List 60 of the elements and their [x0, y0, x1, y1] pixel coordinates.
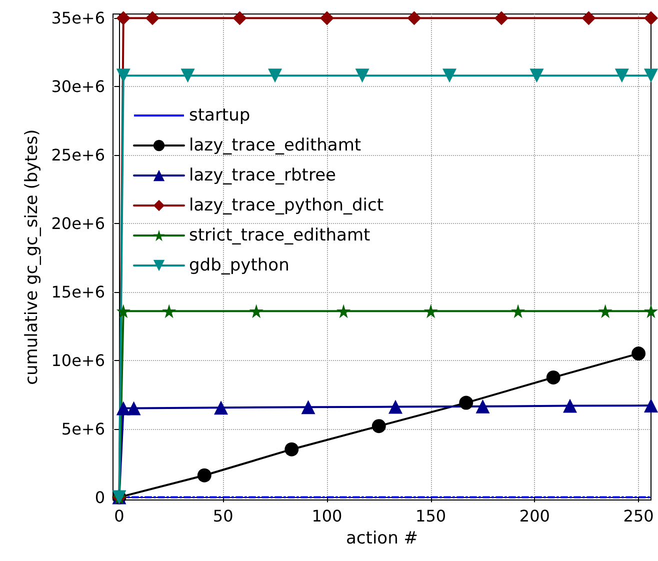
legend-label: lazy_trace_rbtree — [189, 166, 336, 186]
point — [284, 442, 299, 456]
point — [336, 304, 351, 318]
point — [644, 68, 658, 83]
point — [644, 11, 658, 26]
point — [126, 401, 141, 416]
point — [214, 400, 228, 415]
point — [116, 11, 130, 26]
point — [162, 304, 176, 318]
point — [180, 68, 195, 83]
point — [388, 400, 402, 414]
point — [355, 68, 370, 83]
point — [116, 401, 130, 416]
x-tick-label: 100 — [312, 506, 342, 526]
point — [598, 304, 612, 318]
legend-label: startup — [189, 106, 250, 126]
y-tick-label: 0 — [94, 488, 105, 507]
point — [476, 399, 490, 414]
point — [459, 396, 474, 410]
point — [644, 304, 658, 318]
y-tick-label: 15e+6 — [51, 282, 105, 302]
point — [197, 468, 212, 482]
x-tick-label: 50 — [212, 506, 234, 526]
point — [582, 11, 596, 26]
legend-label: lazy_trace_edithamt — [189, 136, 362, 156]
point — [614, 68, 629, 83]
point — [562, 398, 577, 413]
y-tick-label: 35e+6 — [51, 8, 105, 28]
point — [407, 11, 422, 26]
y-tick-label: 30e+6 — [51, 77, 105, 96]
point — [632, 346, 646, 361]
y-tick-label: 5e+6 — [61, 419, 105, 438]
x-tick-label: 250 — [623, 506, 654, 526]
point — [372, 419, 386, 434]
point — [249, 304, 264, 318]
point — [511, 304, 526, 318]
x-axis-title: action # — [346, 528, 418, 548]
point — [116, 304, 130, 318]
point — [424, 304, 438, 318]
point — [268, 68, 282, 83]
y-tick-label: 10e+6 — [51, 350, 105, 370]
point — [145, 11, 160, 26]
x-tick-label: 200 — [519, 506, 550, 526]
point — [644, 398, 658, 413]
legend-label: strict_trace_edithamt — [189, 226, 371, 246]
point — [232, 11, 247, 26]
point — [116, 68, 130, 83]
x-tick-label: 150 — [416, 506, 446, 526]
point — [546, 370, 560, 384]
legend-label: lazy_trace_python_dict — [189, 196, 384, 216]
point — [320, 11, 334, 26]
y-axis-title: cumulative gc_gc_size (bytes) — [22, 129, 42, 385]
y-tick-label: 25e+6 — [51, 146, 105, 165]
legend-label: gdb_python — [189, 256, 290, 276]
x-tick-label: 0 — [114, 506, 124, 526]
point — [530, 68, 544, 83]
point — [494, 11, 508, 26]
point — [442, 68, 457, 83]
y-tick-label: 20e+6 — [51, 214, 105, 233]
point — [301, 400, 316, 414]
